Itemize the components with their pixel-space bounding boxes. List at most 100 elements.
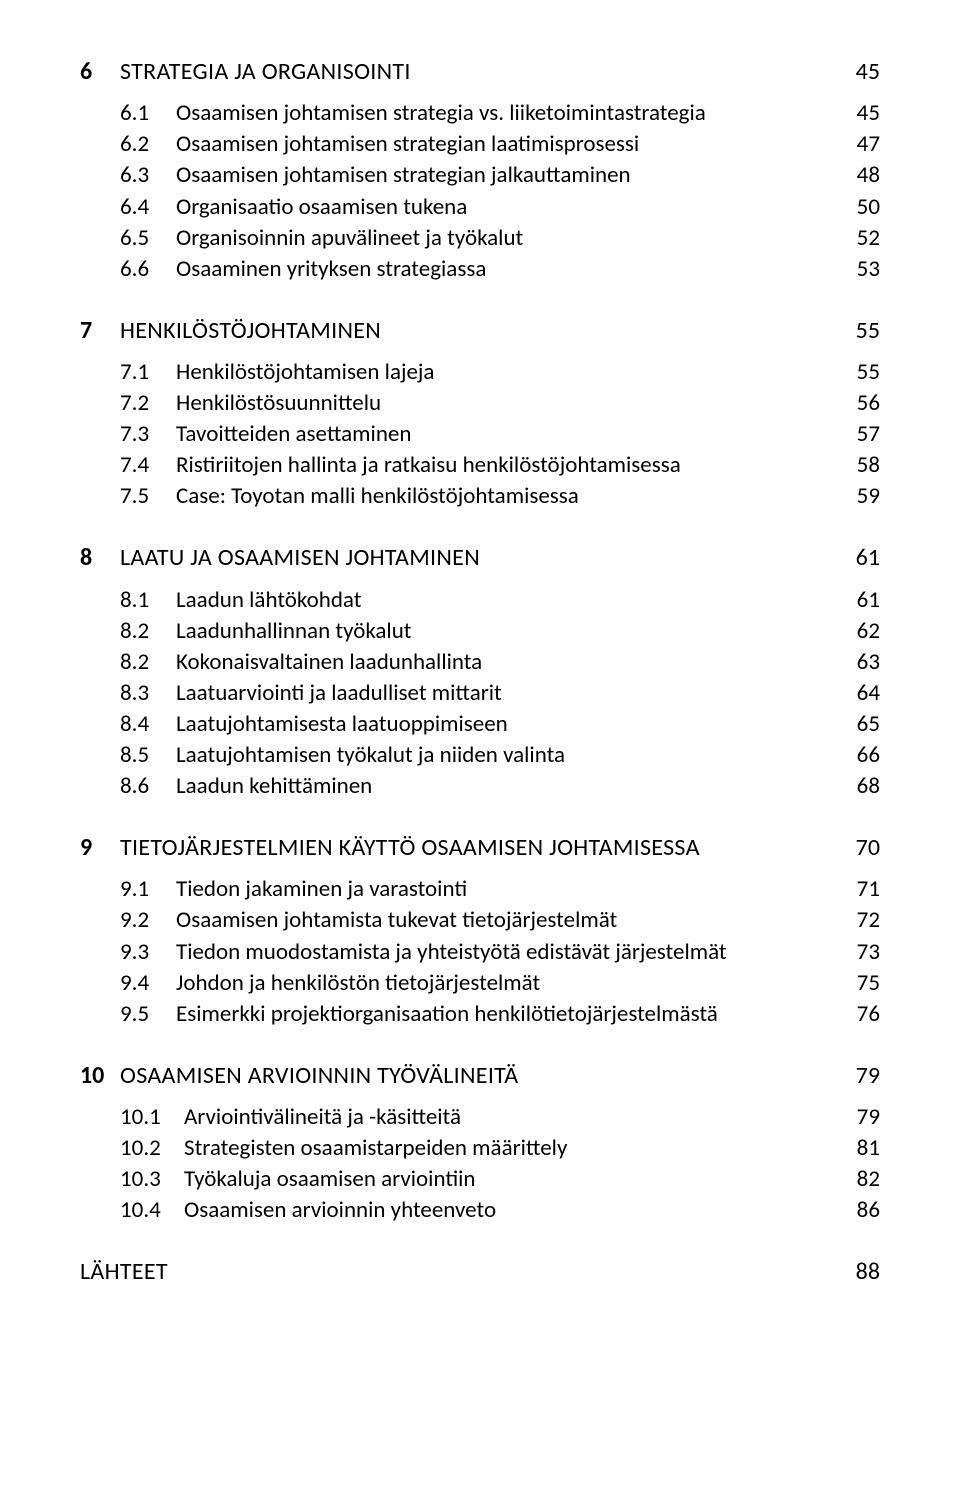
toc-subitem-number: 10.4 [120,1195,184,1226]
toc-subitem-title: Osaamisen johtamisen strategian laatimis… [176,129,639,160]
toc-subitem-number: 7.5 [120,481,176,512]
toc-subitem-page: 57 [840,419,880,450]
toc-subitem-title: Työkaluja osaamisen arviointiin [184,1164,476,1195]
toc-chapter-number: 6 [80,56,120,88]
toc-subitem-number: 10.1 [120,1102,184,1133]
toc-subitem-label: 9.2Osaamisen johtamista tukevat tietojär… [120,905,617,936]
toc-subitem: 10.2 Strategisten osaamistarpeiden määri… [120,1133,880,1164]
toc-subitem-page: 53 [840,254,880,285]
toc-subitem-title: Laatujohtamisen työkalut ja niiden valin… [176,740,565,771]
toc-subitem: 8.1Laadun lähtökohdat 61 [120,585,880,616]
toc-subitem-label: 8.6Laadun kehittäminen [120,771,372,802]
toc-subitem-number: 9.5 [120,999,176,1030]
toc-subitem: 6.2Osaamisen johtamisen strategian laati… [120,129,880,160]
toc-subitem-page: 47 [840,129,880,160]
toc-subitem-page: 63 [840,647,880,678]
toc-subitem: 9.3Tiedon muodostamista ja yhteistyötä e… [120,937,880,968]
toc-subitem: 6.4Organisaatio osaamisen tukena50 [120,192,880,223]
toc-subitem-page: 75 [840,968,880,999]
toc-subitem-label: 10.4Osaamisen arvioinnin yhteenveto [120,1195,496,1226]
toc-subitem-number: 7.4 [120,450,176,481]
toc-subitem-number: 6.2 [120,129,176,160]
toc-subitem: 9.5Esimerkki projektiorganisaation henki… [120,999,880,1030]
toc-subitem: 8.3Laatuarviointi ja laadulliset mittari… [120,678,880,709]
toc-chapter-label: 8LAATU JA OSAAMISEN JOHTAMINEN [80,542,480,574]
toc-chapter-page: 79 [840,1060,880,1092]
toc-subitem-label: 8.3Laatuarviointi ja laadulliset mittari… [120,678,502,709]
toc-subitem: 8.6Laadun kehittäminen68 [120,771,880,802]
toc-subitem-page: 55 [840,357,880,388]
toc-references-title: LÄHTEET [80,1256,840,1288]
toc-subitem-page: 61 [840,585,880,616]
toc-subitem-title: Ristiriitojen hallinta ja ratkaisu henki… [176,450,681,481]
toc-chapter: 10OSAAMISEN ARVIOINNIN TYÖVÄLINEITÄ 79 [80,1060,880,1092]
toc-subitem-page: 65 [840,709,880,740]
toc-page: 6STRATEGIA JA ORGANISOINTI456.1Osaamisen… [0,0,960,1345]
toc-chapter-page: 70 [840,832,880,864]
toc-subitem: 6.6Osaaminen yrityksen strategiassa53 [120,254,880,285]
toc-subitem-page: 82 [840,1164,880,1195]
toc-subitem-label: 9.3Tiedon muodostamista ja yhteistyötä e… [120,937,727,968]
toc-subitem-title: Tavoitteiden asettaminen [176,419,411,450]
toc-subitem-title: Laadun kehittäminen [176,771,372,802]
toc-subitem: 6.1Osaamisen johtamisen strategia vs. li… [120,98,880,129]
toc-subitem-title: Organisaatio osaamisen tukena [176,192,467,223]
toc-references-page: 88 [840,1256,880,1288]
toc-subitem-number: 8.4 [120,709,176,740]
toc-subitem-number: 6.5 [120,223,176,254]
toc-subitem-title: Laatujohtamisesta laatuoppimiseen [176,709,508,740]
toc-subitem: 8.2Kokonaisvaltainen laadunhallinta 63 [120,647,880,678]
toc-subitem-page: 86 [840,1195,880,1226]
toc-subitem-title: Laadunhallinnan työkalut [176,616,411,647]
toc-subitem: 6.3Osaamisen johtamisen strategian jalka… [120,160,880,191]
toc-chapter-label: 10OSAAMISEN ARVIOINNIN TYÖVÄLINEITÄ [80,1060,518,1092]
toc-subitem-title: Laadun lähtökohdat [176,585,361,616]
toc-subitem-page: 62 [840,616,880,647]
toc-subitem-label: 6.2Osaamisen johtamisen strategian laati… [120,129,639,160]
toc-chapter-title: HENKILÖSTÖJOHTAMINEN [120,315,381,347]
toc-subitem-number: 6.6 [120,254,176,285]
toc-chapter-title: LAATU JA OSAAMISEN JOHTAMINEN [120,542,480,574]
toc-subitem-title: Henkilöstöjohtamisen lajeja [176,357,434,388]
toc-subitem: 8.2Laadunhallinnan työkalut62 [120,616,880,647]
toc-subitem-page: 64 [840,678,880,709]
toc-subitem-label: 8.1Laadun lähtökohdat [120,585,361,616]
toc-subitem-page: 71 [840,874,880,905]
toc-subitem-title: Esimerkki projektiorganisaation henkilöt… [176,999,718,1030]
toc-chapter-title: STRATEGIA JA ORGANISOINTI [120,56,411,88]
toc-subitem: 7.2Henkilöstösuunnittelu56 [120,388,880,419]
toc-chapter-title: TIETOJÄRJESTELMIEN KÄYTTÖ OSAAMISEN JOHT… [120,832,700,864]
toc-chapter-title: OSAAMISEN ARVIOINNIN TYÖVÄLINEITÄ [120,1060,518,1092]
toc-subitem: 8.4Laatujohtamisesta laatuoppimiseen 65 [120,709,880,740]
toc-subitem-number: 7.3 [120,419,176,450]
toc-subitem-label: 10.3Työkaluja osaamisen arviointiin [120,1164,476,1195]
toc-subitem-label: 9.5Esimerkki projektiorganisaation henki… [120,999,718,1030]
toc-subitem-number: 10.3 [120,1164,184,1195]
toc-subitem: 10.1Arviointivälineitä ja -käsitteitä79 [120,1102,880,1133]
toc-subitem-title: Tiedon muodostamista ja yhteistyötä edis… [176,937,727,968]
toc-subitem: 7.5Case: Toyotan malli henkilöstöjohtami… [120,481,880,512]
toc-subitem-title: Henkilöstösuunnittelu [176,388,381,419]
toc-subitem-label: 10.2 Strategisten osaamistarpeiden määri… [120,1133,567,1164]
toc-subitem-title: Laatuarviointi ja laadulliset mittarit [176,678,502,709]
toc-chapter-number: 10 [80,1060,120,1092]
toc-subitem-number: 8.3 [120,678,176,709]
toc-subitem-title: Osaamisen johtamisen strategian jalkautt… [176,160,631,191]
toc-subitem-label: 8.2Kokonaisvaltainen laadunhallinta [120,647,482,678]
toc-subitem-title: Kokonaisvaltainen laadunhallinta [176,647,482,678]
toc-subitem-number: 6.4 [120,192,176,223]
toc-chapter-label: 9TIETOJÄRJESTELMIEN KÄYTTÖ OSAAMISEN JOH… [80,832,700,864]
toc-subitem-label: 6.4Organisaatio osaamisen tukena [120,192,467,223]
toc-subitem-label: 7.4Ristiriitojen hallinta ja ratkaisu he… [120,450,681,481]
toc-chapter-number: 8 [80,542,120,574]
toc-subitem-title: Osaamisen arvioinnin yhteenveto [184,1195,496,1226]
toc-subitem-label: 10.1Arviointivälineitä ja -käsitteitä [120,1102,461,1133]
toc-subitem: 10.3Työkaluja osaamisen arviointiin 82 [120,1164,880,1195]
toc-subitem-title: Organisoinnin apuvälineet ja työkalut [176,223,523,254]
toc-subitem-number: 9.1 [120,874,176,905]
toc-subitem-number: 9.3 [120,937,176,968]
toc-subitem-title: Osaamisen johtamista tukevat tietojärjes… [176,905,617,936]
toc-subitem: 10.4Osaamisen arvioinnin yhteenveto 86 [120,1195,880,1226]
toc-subitem-label: 7.2Henkilöstösuunnittelu [120,388,381,419]
toc-subitem-title: Osaamisen johtamisen strategia vs. liike… [176,98,706,129]
